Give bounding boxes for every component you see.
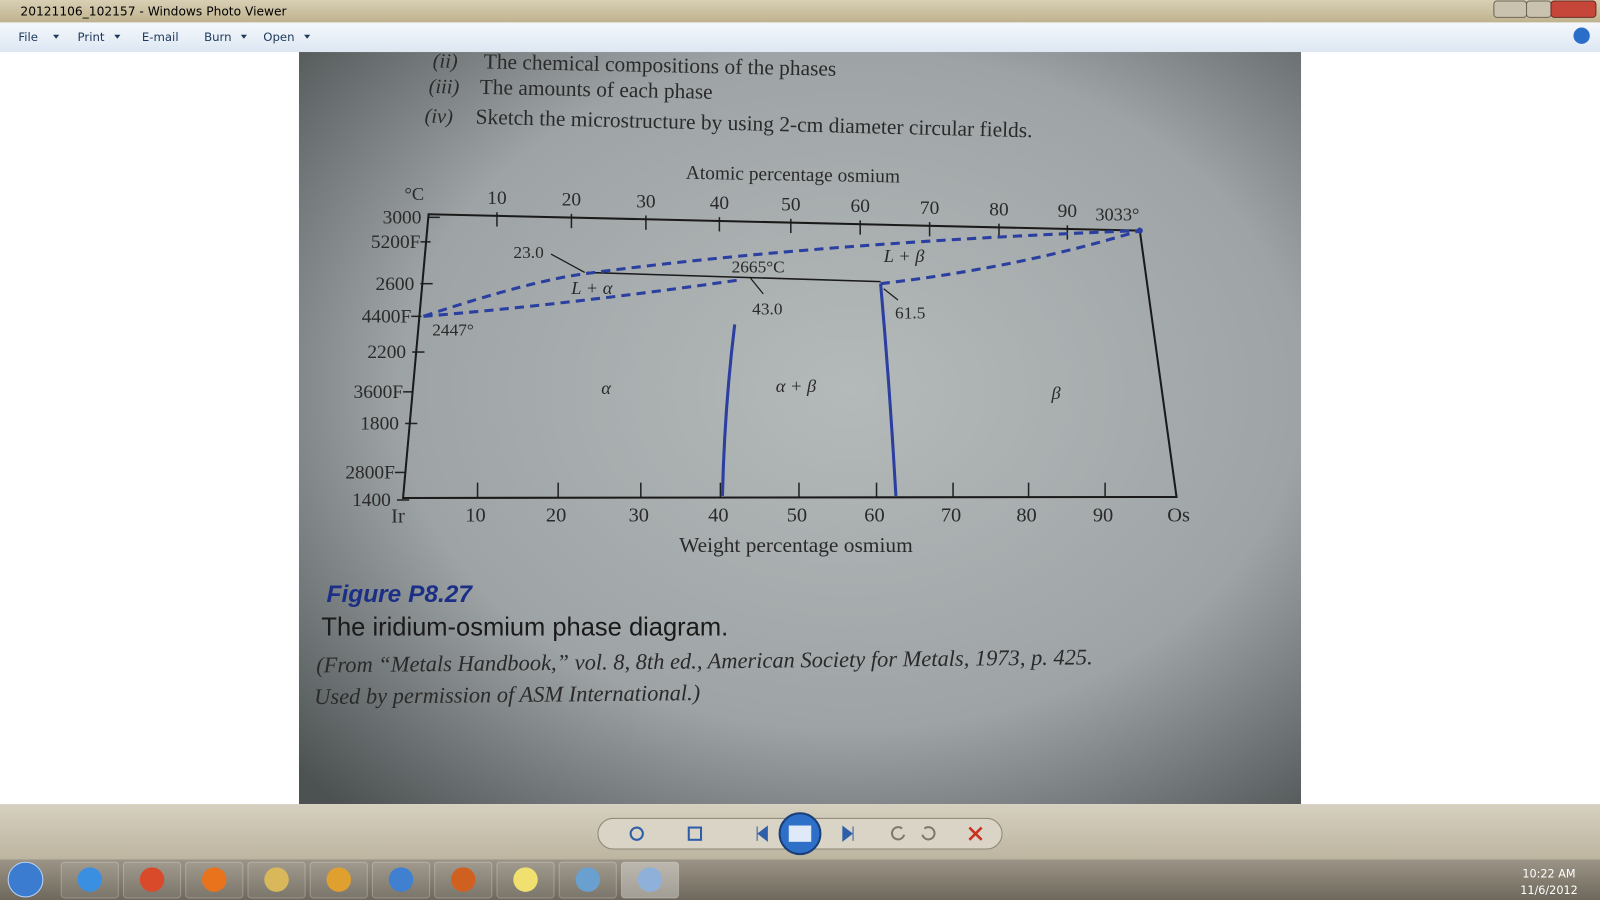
question-marker: (ii) [433,50,459,73]
start-button[interactable] [7,861,44,898]
taskbar-app-icon [139,867,165,892]
question-marker: (iv) [424,105,453,128]
top-tick-label: 40 [710,193,729,214]
clock-time: 10:22 AM [1522,868,1575,881]
bottom-tick-label: 80 [1016,504,1036,526]
phase-label: 23.0 [513,243,543,262]
celsius-tick-label: 3000 [383,207,422,228]
delete-button[interactable] [968,826,983,841]
taskbar-app-icon [388,867,414,892]
title-bar [0,0,1600,23]
figure-caption: The iridium-osmium phase diagram. [321,614,728,642]
menu-bar [0,22,1600,53]
bottom-tick-label: 60 [864,504,884,526]
fahrenheit-tick-label: 3600F [354,382,404,403]
taskbar-app-icon [513,867,538,892]
question-marker: (iii) [428,76,459,99]
fit-button[interactable] [687,826,703,841]
menu-arrow [240,34,247,39]
menu-arrow [53,34,60,39]
top-tick-label: 60 [851,196,870,217]
bottom-axis-title: Weight percentage osmium [679,533,913,557]
menu-item[interactable]: Open [263,30,294,44]
bottom-tick-label: 90 [1093,504,1113,526]
celsius-tick-label: 1800 [360,414,399,435]
bottom-tick-label: 20 [546,504,566,526]
phase-label: 43.0 [752,299,782,318]
previous-button[interactable] [756,825,768,842]
celsius-tick-label: 1400 [352,490,391,511]
fahrenheit-tick-label: 5200F [371,232,421,253]
clock-date: 11/6/2012 [1520,884,1578,897]
top-tick-label: 50 [781,195,800,216]
top-tick-label: 20 [562,190,581,211]
close-button[interactable] [1550,0,1597,18]
photo [298,52,1302,805]
menu-arrow [304,34,311,39]
taskbar-app-icon [77,867,103,892]
celsius-tick-label: 2200 [367,342,406,363]
bottom-tick-label: 30 [629,504,649,526]
phase-label: L + β [883,246,925,266]
taskbar-app-icon [264,867,289,892]
menu-item[interactable]: E-mail [142,30,179,44]
top-axis-title: Atomic percentage osmium [686,163,900,188]
phase-label: 3033° [1095,204,1139,224]
leader-lines [550,253,899,301]
taskbar-app-icon [326,867,352,892]
bottom-tick-label: 50 [787,504,807,526]
phase-label: α [601,378,611,398]
figure-number: Figure P8.27 [327,581,474,608]
question-text: The amounts of each phase [479,75,712,104]
taskbar-app-icon [575,867,600,892]
diagram-frame [401,213,1178,499]
taskbar-app-icon [451,867,476,892]
right-end-label: Os [1167,504,1190,526]
phase-label: 2447° [432,321,474,340]
top-tick-label: 80 [989,200,1008,221]
solvus-alpha [720,324,737,496]
menu-item[interactable]: Print [78,30,105,44]
menu-item[interactable]: Burn [204,30,232,44]
fahrenheit-tick-label: 4400F [362,306,412,327]
phase-label: L + α [570,278,612,298]
menu-item[interactable]: File [18,30,38,44]
melting-point [1136,227,1143,234]
celsius-tick-label: 2600 [376,274,415,295]
phase-label: 61.5 [895,303,925,322]
next-button[interactable] [842,825,854,842]
figure-source: Used by permission of ASM International.… [314,680,700,709]
zoom-button[interactable] [629,826,644,841]
top-tick-label: 10 [487,188,506,209]
left-end-label: Ir [391,505,405,527]
solidus-beta [880,229,1141,286]
top-tick-label: 70 [920,198,939,219]
minimize-button[interactable] [1493,0,1528,18]
liquidus [422,229,1140,318]
taskbar-app-icon [637,867,663,892]
top-tick-label: 30 [636,191,655,212]
window-title: 20121106_102157 - Windows Photo Viewer [20,4,287,18]
celsius-unit: °C [404,184,424,204]
maximize-button[interactable] [1526,0,1552,18]
bottom-tick-label: 70 [941,504,961,526]
peritectic-line [586,271,881,283]
question: (iii) The amounts of each phase [428,75,712,104]
menu-arrow [114,34,121,39]
phase-label: β [1051,383,1062,403]
bottom-tick-label: 40 [708,504,728,526]
phase-label: α + β [776,376,817,396]
slideshow-icon [788,825,812,842]
solvus-beta [879,283,898,497]
top-tick-label: 90 [1058,201,1077,222]
phase-label: 2665°C [732,257,785,276]
fahrenheit-tick-label: 2800F [345,463,395,484]
rotate-buttons[interactable] [890,826,936,841]
bottom-tick-label: 10 [465,504,485,526]
help-button[interactable] [1573,27,1590,44]
taskbar-app-icon [202,867,227,892]
solidus-alpha [423,278,743,318]
